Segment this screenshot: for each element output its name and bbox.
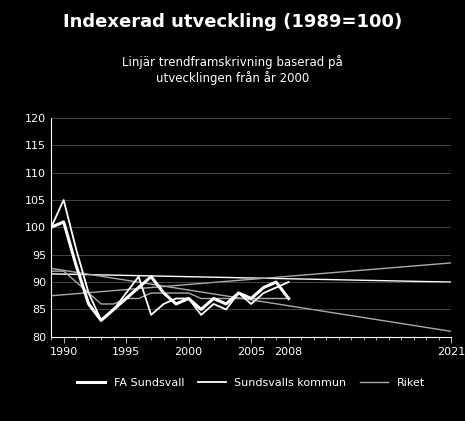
Legend: FA Sundsvall, Sundsvalls kommun, Riket: FA Sundsvall, Sundsvalls kommun, Riket <box>73 374 429 392</box>
Text: Linjär trendframskrivning baserad på
utvecklingen från år 2000: Linjär trendframskrivning baserad på utv… <box>122 55 343 85</box>
Text: Indexerad utveckling (1989=100): Indexerad utveckling (1989=100) <box>63 13 402 31</box>
